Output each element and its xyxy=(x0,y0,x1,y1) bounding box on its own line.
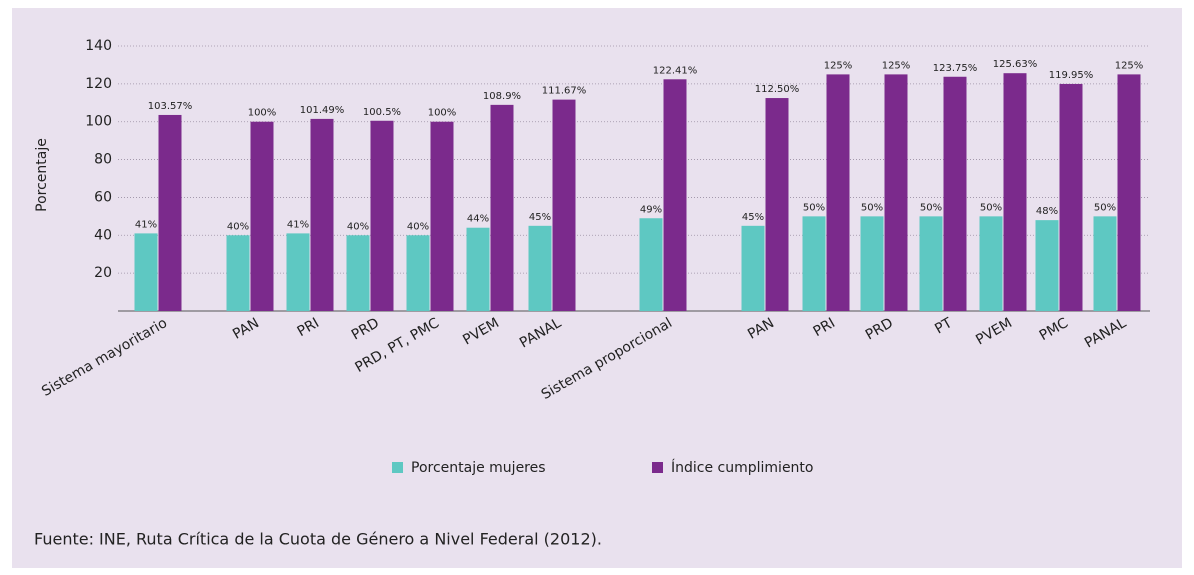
bar xyxy=(765,98,789,311)
y-axis-label: Porcentaje xyxy=(34,138,50,212)
bar xyxy=(979,216,1003,311)
value-label: 108.9% xyxy=(483,91,521,102)
value-label: 41% xyxy=(287,219,309,230)
bar xyxy=(826,74,850,312)
bar xyxy=(466,227,490,311)
value-label: 40% xyxy=(347,221,369,232)
bar xyxy=(552,99,576,312)
y-tick-label: 120 xyxy=(85,76,112,92)
bar xyxy=(663,79,687,312)
value-label: 112.50% xyxy=(755,84,800,95)
value-label: 45% xyxy=(529,212,551,223)
bar xyxy=(490,104,514,311)
value-label: 50% xyxy=(803,202,825,213)
value-label: 125.63% xyxy=(993,59,1038,70)
legend-label: Índice cumplimiento xyxy=(671,459,813,476)
y-tick-label: 40 xyxy=(94,227,112,243)
value-label: 100% xyxy=(428,108,457,119)
value-label: 40% xyxy=(227,221,249,232)
value-label: 49% xyxy=(640,204,662,215)
bar xyxy=(884,74,908,312)
bar xyxy=(1059,83,1083,311)
bar xyxy=(943,76,967,311)
value-label: 100% xyxy=(248,108,277,119)
value-label: 100.5% xyxy=(363,107,401,118)
value-label: 125% xyxy=(882,60,911,71)
bar xyxy=(370,120,394,312)
legend-swatch xyxy=(652,462,663,473)
value-label: 111.67% xyxy=(542,86,587,97)
bar xyxy=(286,233,310,311)
bar xyxy=(528,225,552,311)
bar xyxy=(1117,74,1141,312)
value-label: 45% xyxy=(742,212,764,223)
legend-swatch xyxy=(392,462,403,473)
y-tick-label: 60 xyxy=(94,189,112,205)
y-tick-label: 20 xyxy=(94,265,112,281)
bar xyxy=(310,118,334,312)
value-label: 122.41% xyxy=(653,65,698,76)
source: Fuente: INE, Ruta Crítica de la Cuota de… xyxy=(34,530,602,549)
bar xyxy=(346,235,370,311)
bar xyxy=(919,216,943,311)
bar xyxy=(1035,220,1059,311)
bar xyxy=(860,216,884,311)
value-label: 125% xyxy=(1115,60,1144,71)
bar xyxy=(802,216,826,311)
bar xyxy=(250,121,274,311)
x-tick-label: PT xyxy=(932,315,955,338)
bar xyxy=(226,235,250,311)
bar xyxy=(741,225,765,311)
value-label: 40% xyxy=(407,221,429,232)
value-label: 50% xyxy=(920,202,942,213)
bar xyxy=(158,114,182,311)
value-label: 50% xyxy=(1094,202,1116,213)
y-tick-label: 140 xyxy=(85,38,112,54)
value-label: 123.75% xyxy=(933,63,978,74)
bar xyxy=(430,121,454,311)
bar xyxy=(1003,73,1027,312)
value-label: 44% xyxy=(467,214,489,225)
bar xyxy=(639,218,663,311)
y-tick-label: 100 xyxy=(85,114,112,130)
bar xyxy=(134,233,158,311)
value-label: 50% xyxy=(980,202,1002,213)
bar xyxy=(1093,216,1117,311)
value-label: 101.49% xyxy=(300,105,345,116)
value-label: 41% xyxy=(135,219,157,230)
value-label: 119.95% xyxy=(1049,70,1094,81)
value-label: 50% xyxy=(861,202,883,213)
legend-label: Porcentaje mujeres xyxy=(411,460,546,476)
y-tick-label: 80 xyxy=(94,152,112,168)
value-label: 103.57% xyxy=(148,101,193,112)
bar xyxy=(406,235,430,311)
value-label: 48% xyxy=(1036,206,1058,217)
value-label: 125% xyxy=(824,60,853,71)
